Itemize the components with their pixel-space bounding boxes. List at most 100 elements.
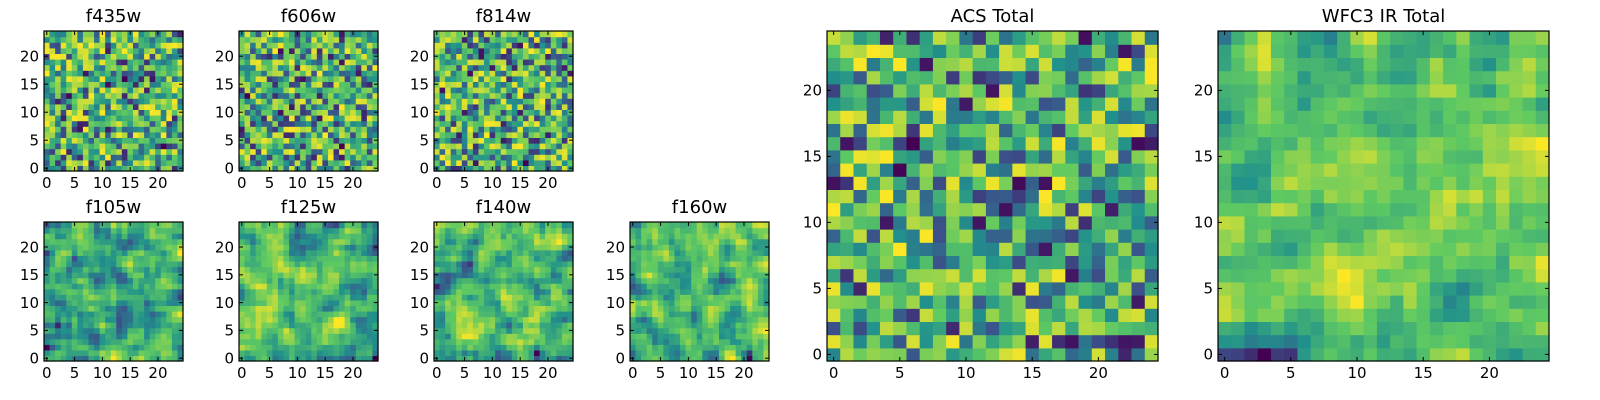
heatmap-cell	[239, 227, 246, 234]
heatmap-cell	[88, 31, 95, 38]
heatmap-cell	[730, 244, 737, 251]
heatmap-cell	[266, 87, 273, 94]
heatmap-cell	[261, 126, 268, 133]
heatmap-cell	[316, 87, 323, 94]
heatmap-cell	[495, 238, 502, 245]
heatmap-cell	[959, 347, 974, 362]
heatmap-cell	[171, 137, 179, 144]
heatmap-cell	[77, 333, 84, 340]
heatmap-cell	[456, 64, 463, 71]
heatmap-cell	[355, 305, 362, 312]
heatmap-cell	[511, 344, 518, 351]
heatmap-cell	[55, 272, 62, 279]
heatmap-cell	[355, 126, 362, 133]
heatmap-cell	[339, 120, 346, 127]
heatmap-cell	[261, 233, 268, 240]
heatmap-cell	[985, 229, 1000, 243]
heatmap-cell	[155, 70, 162, 77]
heatmap-cell	[932, 255, 947, 270]
heatmap-cell	[478, 143, 485, 150]
heatmap-cell	[511, 159, 518, 166]
heatmap-cell	[355, 115, 362, 122]
heatmap-cell	[550, 81, 557, 88]
heatmap-cell	[456, 87, 463, 94]
heatmap-cell	[1118, 202, 1133, 217]
heatmap-cell	[450, 244, 457, 251]
heatmap-cell	[99, 148, 106, 155]
heatmap-cell	[517, 75, 524, 82]
x-tick-label: 5	[70, 364, 80, 382]
heatmap-cell	[239, 283, 246, 290]
heatmap-cell	[327, 327, 335, 334]
heatmap-cell	[1025, 215, 1040, 230]
heatmap-cell	[450, 120, 457, 127]
heatmap-cell	[339, 344, 346, 351]
heatmap-cell	[534, 159, 541, 166]
x-tick-label: 15	[316, 174, 335, 192]
heatmap-cell	[724, 333, 731, 340]
heatmap-cell	[99, 322, 106, 329]
heatmap-cell	[261, 143, 268, 150]
heatmap-cell	[99, 36, 106, 43]
heatmap-cell	[283, 70, 290, 77]
heatmap-cell	[445, 70, 452, 77]
heatmap-cell	[77, 238, 84, 245]
heatmap-cell	[517, 305, 524, 312]
heatmap-cell	[339, 109, 346, 116]
heatmap-cell	[713, 344, 720, 351]
heatmap-cell	[88, 249, 95, 256]
heatmap-cell	[66, 283, 73, 290]
heatmap-cell	[127, 294, 134, 301]
heatmap-cell	[77, 310, 84, 318]
heatmap-cell	[322, 299, 329, 306]
heatmap-cell	[539, 322, 546, 329]
heatmap-cell	[646, 305, 653, 312]
x-tick-label: 20	[538, 174, 557, 192]
heatmap-cell	[110, 249, 117, 256]
heatmap-cell	[1038, 176, 1053, 190]
heatmap-cell	[327, 70, 335, 77]
heatmap-cell	[445, 277, 452, 284]
heatmap-cell	[171, 277, 179, 284]
heatmap-cell	[696, 344, 703, 351]
heatmap-cell	[484, 31, 491, 38]
heatmap-cell	[450, 355, 457, 362]
heatmap-cell	[289, 109, 296, 116]
heatmap-cell	[450, 322, 457, 329]
heatmap-cell	[893, 268, 908, 283]
heatmap-cell	[121, 272, 128, 279]
heatmap-cell	[289, 137, 296, 144]
heatmap-cell	[94, 92, 101, 99]
heatmap-cell	[1118, 242, 1133, 256]
heatmap-cell	[177, 238, 184, 245]
heatmap-cell	[511, 238, 518, 245]
heatmap-cell	[528, 109, 535, 116]
heatmap-cell	[456, 310, 463, 318]
heatmap-cell	[283, 244, 290, 251]
heatmap-cell	[484, 131, 491, 138]
heatmap-cell	[567, 148, 574, 155]
heatmap-cell	[77, 53, 84, 60]
heatmap-cell	[289, 277, 296, 284]
heatmap-cell	[66, 294, 73, 301]
heatmap-cell	[663, 299, 670, 306]
heatmap-cell	[534, 338, 541, 345]
heatmap-cell	[372, 294, 379, 301]
heatmap-cell	[545, 244, 552, 251]
heatmap-cell	[467, 137, 474, 144]
heatmap-cell	[289, 222, 296, 229]
heatmap-cell	[316, 47, 323, 54]
heatmap-cell	[893, 308, 908, 322]
heatmap-cell	[55, 288, 62, 295]
heatmap-cell	[105, 266, 112, 273]
heatmap-cell	[155, 310, 162, 318]
heatmap-cell	[244, 355, 251, 362]
heatmap-cell	[177, 260, 184, 268]
heatmap-cell	[355, 277, 362, 284]
heatmap-cell	[439, 143, 446, 150]
heatmap-cell	[556, 266, 563, 273]
heatmap-cell	[44, 143, 51, 150]
heatmap-cell	[439, 327, 446, 334]
heatmap-cell	[680, 244, 687, 251]
heatmap-cell	[300, 87, 307, 94]
